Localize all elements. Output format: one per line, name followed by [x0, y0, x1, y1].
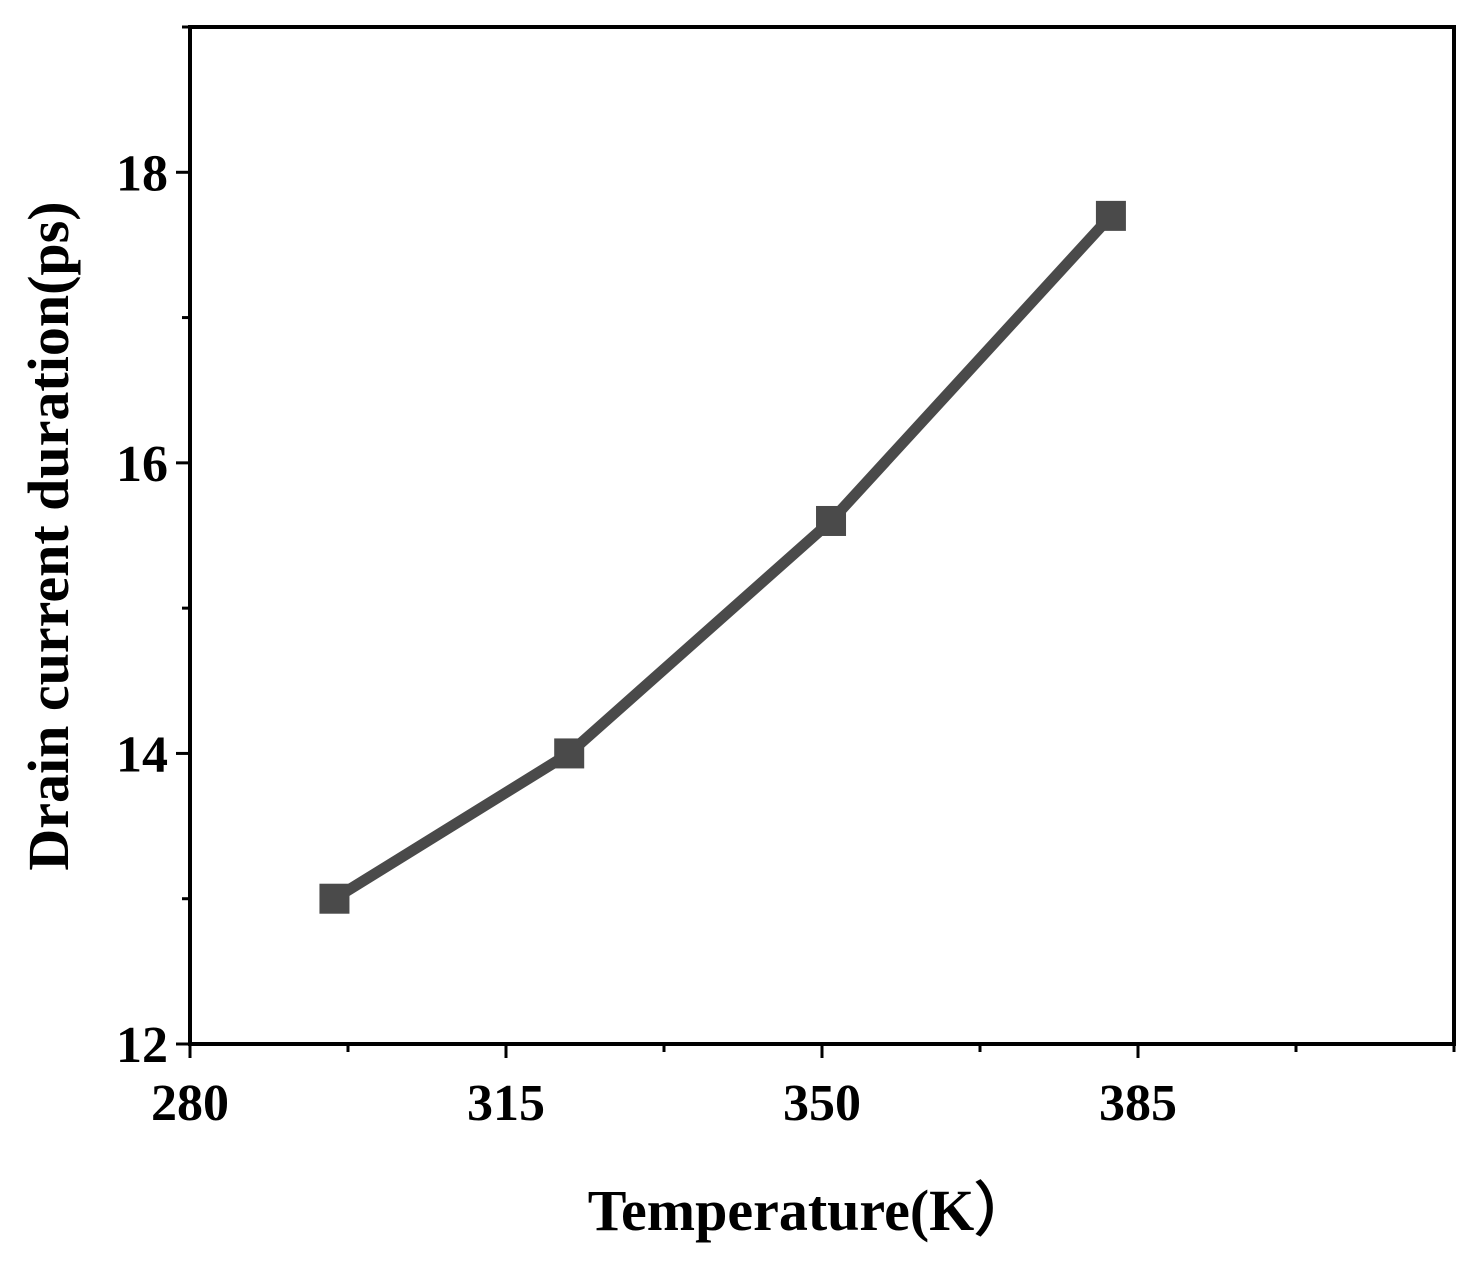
y-axis-ticks: [176, 25, 190, 1046]
x-tick-label: 350: [783, 1075, 861, 1132]
y-tick-label: 14: [116, 726, 168, 783]
y-axis-tick-labels: 12 14 16 18: [116, 145, 168, 1074]
x-tick-label: 385: [1099, 1075, 1177, 1132]
data-point-marker: [319, 883, 350, 914]
series-layer: [319, 200, 1126, 914]
x-tick-label: 280: [151, 1075, 229, 1132]
y-tick-label: 18: [116, 145, 168, 202]
x-axis-tick-labels: 280 315 350 385: [151, 1075, 1177, 1132]
x-tick-label: 315: [467, 1075, 545, 1132]
y-axis-title: Drain current duration(ps): [16, 201, 81, 870]
y-tick-label: 16: [116, 436, 168, 493]
data-point-marker: [1095, 200, 1126, 231]
data-point-marker: [554, 738, 585, 769]
x-axis-ticks: [188, 1044, 1456, 1058]
y-tick-label: 12: [116, 1017, 168, 1074]
series-line: [331, 212, 1115, 904]
x-axis-title: Temperature(K）: [588, 1178, 1033, 1243]
data-point-marker: [816, 505, 847, 536]
